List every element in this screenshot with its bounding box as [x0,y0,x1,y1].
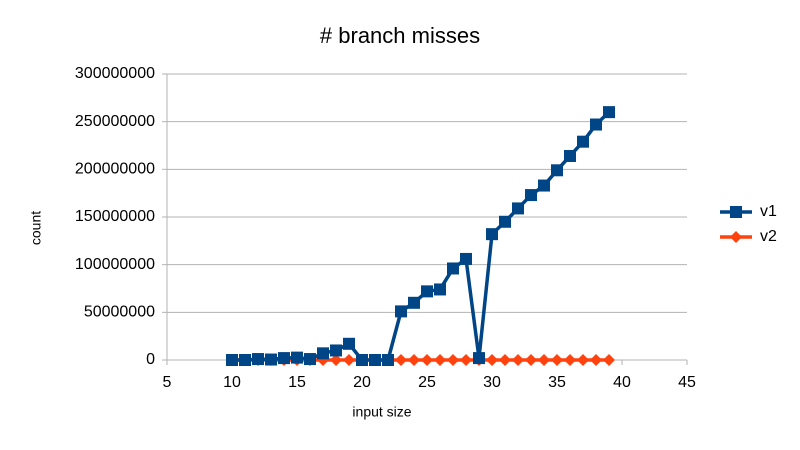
marker [525,354,537,366]
y-tick-label: 250000000 [75,113,155,130]
series-line [232,110,611,362]
marker [356,354,368,366]
marker [447,262,459,275]
x-axis-title: input size [352,404,411,420]
marker [538,354,550,366]
x-tick-label: 45 [678,374,696,391]
marker [369,354,381,366]
y-tick-label: 0 [146,351,155,368]
marker [343,337,355,350]
marker [538,179,550,192]
marker [577,354,589,366]
marker [460,354,472,366]
marker [330,354,342,366]
marker [447,354,459,366]
marker [473,352,485,365]
marker [421,354,433,366]
y-tick-label: 300000000 [75,65,155,82]
marker [590,354,602,366]
marker [512,354,524,366]
marker [434,283,446,296]
marker [551,164,563,177]
y-tick-label: 150000000 [75,208,155,225]
x-tick-label: 20 [353,374,371,391]
marker [499,215,511,228]
marker [421,285,433,298]
marker [395,354,407,366]
chart-title: # branch misses [320,23,480,48]
marker [252,353,264,366]
x-tick-label: 30 [483,374,501,391]
marker [551,354,563,366]
marker [317,347,329,360]
x-tick-label: 40 [613,374,631,391]
marker [226,354,238,366]
marker [382,354,394,366]
marker [408,354,420,366]
marker [525,189,537,202]
marker [564,354,576,366]
marker [278,352,290,365]
x-tick-label: 15 [288,374,306,391]
marker [730,206,742,218]
marker [512,202,524,215]
marker [395,305,407,318]
marker [343,354,355,366]
legend-label: v2 [760,228,777,245]
marker [577,135,589,148]
marker [603,354,615,366]
marker [304,353,316,366]
y-tick-label: 200000000 [75,161,155,178]
marker [730,231,742,243]
x-tick-label: 35 [548,374,566,391]
x-tick-label: 10 [223,374,241,391]
marker [460,252,472,265]
marker [434,354,446,366]
x-tick-label: 25 [418,374,436,391]
marker [564,149,576,162]
y-tick-label: 100000000 [75,256,155,273]
marker [486,354,498,366]
marker [291,351,303,364]
marker [603,106,615,119]
marker [239,354,251,366]
legend-label: v1 [760,203,777,220]
marker [486,228,498,241]
marker [265,353,277,366]
marker [330,344,342,357]
marker [408,296,420,309]
x-tick-label: 5 [163,374,172,391]
y-tick-label: 50000000 [84,304,155,321]
y-axis-title: count [28,211,44,245]
marker [499,354,511,366]
marker [590,118,602,131]
